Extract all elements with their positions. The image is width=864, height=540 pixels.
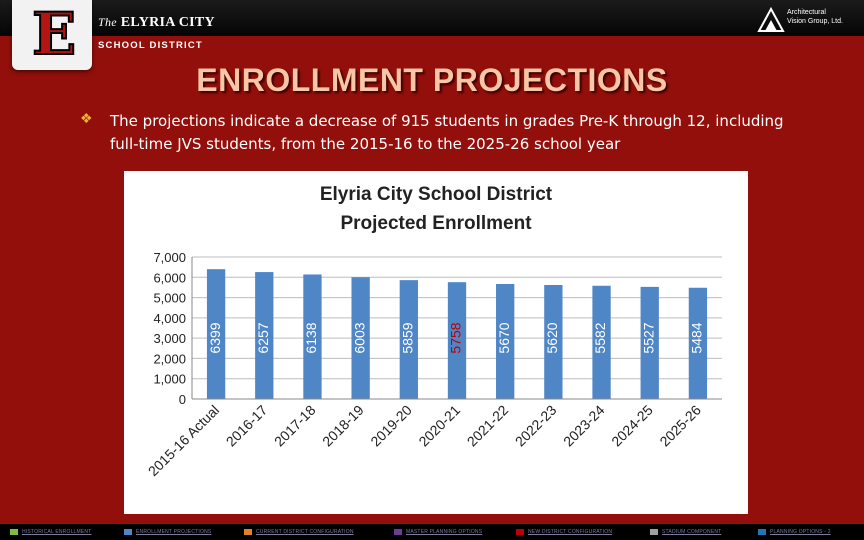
footer-nav-item[interactable]: STADIUM COMPONENT: [650, 528, 721, 536]
footer-nav: HISTORICAL ENROLLMENT ENROLLMENT PROJECTI…: [0, 524, 864, 540]
bar: [206, 269, 226, 399]
y-tick-label: 1,000: [153, 372, 186, 387]
bar-data-label: 5620: [544, 322, 560, 353]
x-tick-label: 2017-18: [271, 402, 319, 450]
bar-data-label: 6399: [207, 322, 223, 353]
bar: [688, 287, 708, 399]
x-tick-label: 2021-22: [464, 402, 512, 450]
bar-data-label: 5582: [592, 322, 608, 353]
footer-nav-item[interactable]: NEW DISTRICT CONFIGURATION: [516, 528, 612, 536]
footer-nav-swatch: [124, 529, 132, 535]
footer-nav-item[interactable]: CURRENT DISTRICT CONFIGURATION: [244, 528, 354, 536]
bar-data-label: 6003: [351, 322, 367, 353]
chart-title-line-2: Projected Enrollment: [340, 213, 532, 234]
x-tick-label: 2023-24: [560, 402, 608, 450]
y-axis: 0 1,000 2,000 3,000 4,000 5,000 6,000 7,000: [153, 250, 193, 407]
footer-nav-link[interactable]: MASTER PLANNING OPTIONS: [406, 529, 483, 535]
bullet-diamond-icon: ❖: [80, 110, 93, 126]
district-logo: E: [12, 0, 92, 70]
bar: [447, 282, 467, 399]
footer-nav-item[interactable]: HISTORICAL ENROLLMENT: [10, 528, 92, 536]
y-tick-label: 5,000: [153, 291, 186, 306]
footer-nav-swatch: [244, 529, 252, 535]
district-name: The ELYRIA CITY: [98, 15, 215, 31]
district-name-text: ELYRIA CITY: [120, 15, 215, 30]
footer-nav-swatch: [394, 529, 402, 535]
bar: [399, 280, 418, 399]
page-title: ENROLLMENT PROJECTIONS: [196, 62, 668, 98]
footer-nav-swatch: [10, 529, 18, 535]
y-tick-label: 7,000: [153, 250, 186, 265]
bar: [303, 274, 322, 399]
y-tick-label: 4,000: [153, 311, 186, 326]
x-axis: 2015-16 Actual 2016-17 2017-18 2018-19 2019-…: [145, 398, 722, 479]
x-tick-label: 2024-25: [608, 402, 656, 450]
footer-nav-swatch: [516, 529, 524, 535]
footer-nav-link[interactable]: ENROLLMENT PROJECTIONS: [136, 529, 212, 535]
bar-data-label: 6257: [255, 322, 271, 353]
y-tick-label: 0: [179, 392, 186, 407]
firm-logo-icon: [757, 6, 785, 32]
bar: [496, 283, 515, 399]
footer-nav-item[interactable]: MASTER PLANNING OPTIONS: [394, 528, 482, 536]
district-the: The: [98, 15, 117, 29]
logo-letter: E: [31, 0, 77, 68]
enrollment-chart: Elyria City School District Projected En…: [145, 184, 722, 479]
bar: [544, 284, 563, 399]
x-tick-label: 2018-19: [319, 402, 367, 450]
district-subtitle: SCHOOL DISTRICT: [98, 40, 203, 51]
bar: [255, 272, 274, 399]
footer-nav-link[interactable]: NEW DISTRICT CONFIGURATION: [528, 529, 613, 535]
top-bar: [0, 0, 864, 36]
footer-nav-link[interactable]: PLANNING OPTIONS - 2: [770, 529, 831, 535]
footer-nav-swatch: [758, 529, 766, 535]
footer-nav-swatch: [650, 529, 658, 535]
bar: [640, 286, 659, 399]
chart-title-line-1: Elyria City School District: [320, 184, 553, 205]
chart-panel: Elyria City School District Projected En…: [124, 171, 748, 514]
footer-nav-link[interactable]: STADIUM COMPONENT: [662, 529, 722, 535]
footer-nav-link[interactable]: HISTORICAL ENROLLMENT: [22, 529, 92, 535]
firm-line-2: Vision Group, Ltd.: [787, 18, 843, 25]
x-tick-label: 2016-17: [223, 402, 271, 450]
footer-nav-item[interactable]: PLANNING OPTIONS - 2: [758, 528, 831, 536]
bar-data-label: 5484: [689, 322, 705, 353]
x-tick-label: 2020-21: [415, 402, 463, 450]
bullet-text: The projections indicate a decrease of 9…: [110, 112, 784, 153]
y-tick-label: 6,000: [153, 270, 186, 285]
bar-data-label: 5527: [640, 322, 656, 353]
bar-data-label: 6138: [303, 322, 319, 353]
firm-name: Architectural Vision Group, Ltd.: [787, 8, 843, 26]
bar-data-label: 5670: [496, 322, 512, 353]
y-tick-label: 3,000: [153, 331, 186, 346]
x-tick-label: 2019-20: [367, 402, 415, 450]
bar-data-label: 5859: [400, 322, 416, 353]
bar-series: 6399 6257 6138 6003 5859 5758 5670 5620 5582 5527…: [206, 269, 708, 399]
y-tick-label: 2,000: [153, 351, 186, 366]
firm-line-1: Architectural: [787, 9, 826, 16]
bar: [351, 277, 370, 399]
footer-nav-link[interactable]: CURRENT DISTRICT CONFIGURATION: [256, 529, 354, 535]
x-tick-label: 2025-26: [656, 402, 704, 450]
x-tick-label: 2015-16 Actual: [145, 402, 222, 479]
footer-nav-item[interactable]: ENROLLMENT PROJECTIONS: [124, 528, 211, 536]
bar-data-label: 5758: [448, 322, 464, 353]
x-tick-label: 2022-23: [512, 402, 560, 450]
bar: [592, 285, 611, 399]
